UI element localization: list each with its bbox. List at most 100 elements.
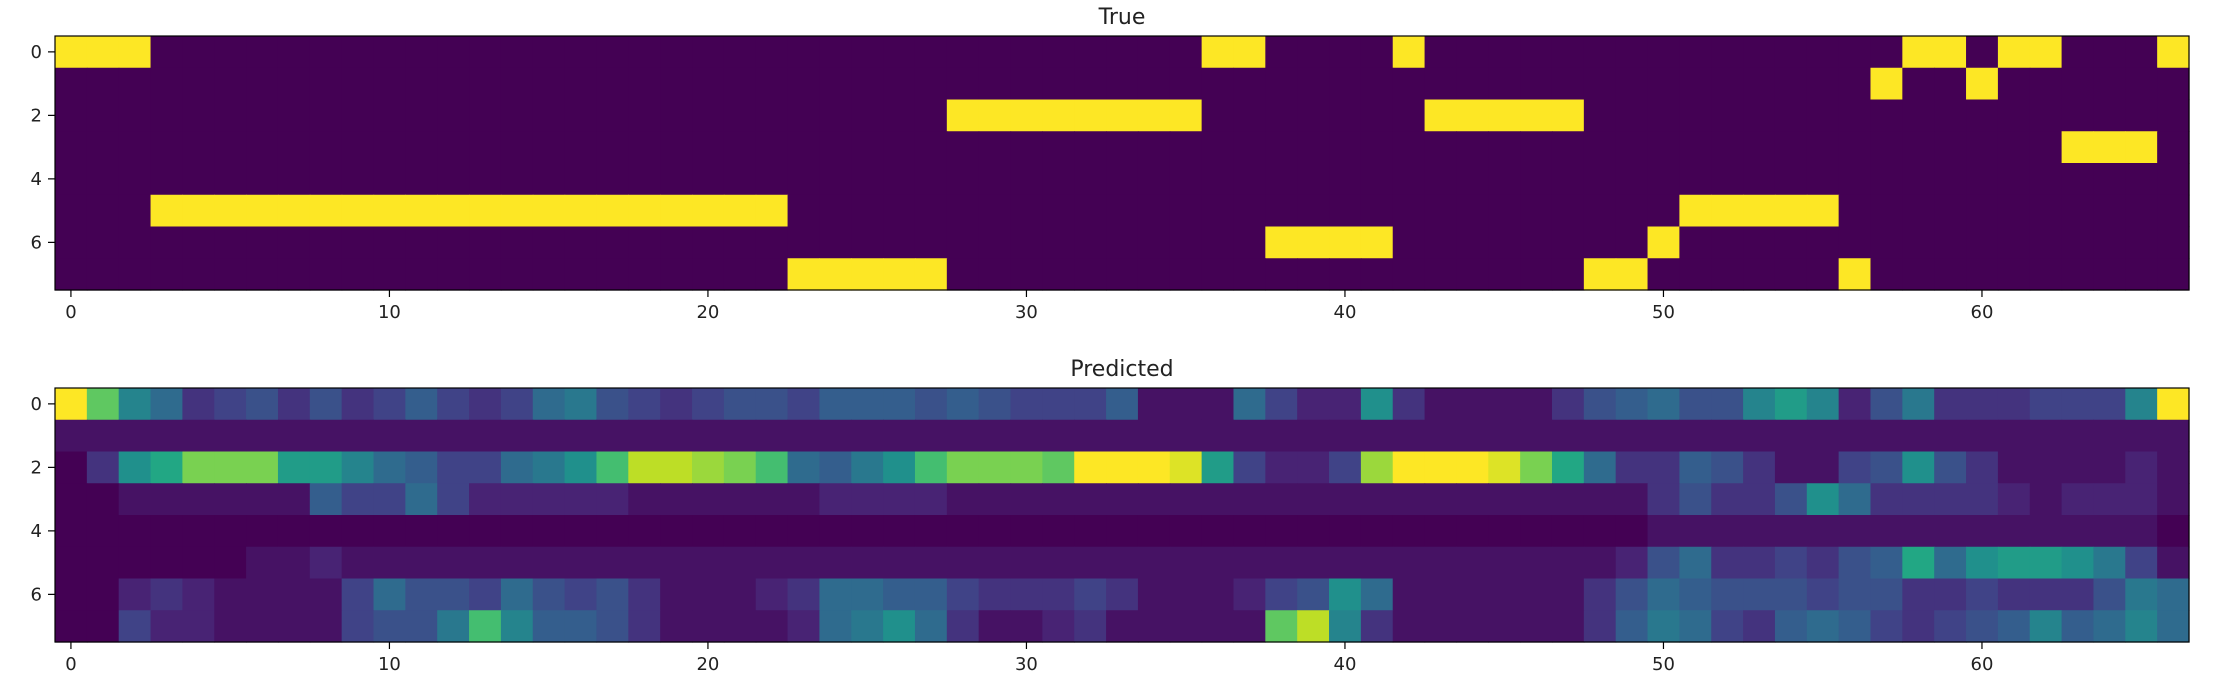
predicted-heatmap-cell	[2157, 546, 2190, 580]
true-heatmap-cell	[469, 131, 502, 164]
true-heatmap-cell	[1169, 258, 1203, 291]
true-x-tick-label: 0	[65, 302, 76, 323]
true-heatmap-cell	[723, 258, 757, 291]
true-heatmap-cell	[723, 67, 757, 101]
true-heatmap-cell	[1456, 163, 1489, 196]
predicted-heatmap-cell	[596, 578, 629, 611]
true-heatmap-cell	[1615, 163, 1649, 196]
predicted-heatmap-cell	[214, 483, 247, 516]
true-heatmap-cell	[1647, 258, 1680, 291]
true-heatmap-cell	[1169, 131, 1203, 164]
true-heatmap-cell	[1074, 67, 1107, 101]
true-heatmap-cell	[182, 226, 215, 259]
predicted-heatmap-cell	[469, 578, 502, 611]
true-heatmap-cell	[214, 67, 247, 101]
predicted-heatmap-cell	[2157, 419, 2190, 453]
true-heatmap-cell	[55, 258, 88, 291]
predicted-heatmap-cell	[1488, 388, 1521, 421]
true-heatmap-cell	[405, 67, 438, 101]
predicted-heatmap-cell	[914, 546, 948, 580]
true-heatmap-cell	[1010, 131, 1043, 164]
true-heatmap-cell	[469, 36, 502, 69]
predicted-heatmap-cell	[1583, 515, 1617, 548]
predicted-heatmap-cell	[914, 610, 948, 643]
predicted-heatmap-cell	[1233, 546, 1266, 580]
true-heatmap-cell	[1551, 226, 1585, 259]
true-heatmap-cell	[883, 131, 916, 164]
predicted-heatmap-cell	[405, 451, 438, 484]
true-heatmap-cell	[851, 36, 884, 69]
true-heatmap-cell	[341, 226, 375, 259]
predicted-heatmap-cell	[532, 419, 566, 453]
true-heatmap-cell	[1806, 67, 1840, 101]
true-heatmap-cell	[628, 131, 661, 164]
predicted-heatmap-cell	[1137, 546, 1171, 580]
predicted-heatmap-cell	[500, 388, 534, 421]
predicted-heatmap-cell	[1106, 546, 1139, 580]
true-y-tick-label: 0	[31, 42, 42, 63]
predicted-heatmap-cell	[1520, 578, 1553, 611]
true-heatmap-cell	[946, 67, 980, 101]
true-heatmap-cell	[1679, 67, 1712, 101]
predicted-heatmap-cell	[1838, 578, 1872, 611]
predicted-heatmap-cell	[883, 451, 916, 484]
predicted-heatmap-cell	[883, 388, 916, 421]
predicted-heatmap-cell	[341, 578, 375, 611]
predicted-heatmap-cell	[787, 610, 821, 643]
true-heatmap-cell	[914, 99, 948, 132]
true-heatmap-cell	[1679, 194, 1712, 228]
predicted-heatmap-cell	[2029, 610, 2063, 643]
predicted-heatmap-cell	[118, 451, 152, 484]
predicted-heatmap-cell	[1870, 546, 1903, 580]
true-heatmap-cell	[596, 99, 629, 132]
predicted-heatmap-cell	[1010, 388, 1043, 421]
true-heatmap-cell	[1934, 194, 1967, 228]
true-heatmap-cell	[914, 194, 948, 228]
true-heatmap-cell	[1010, 258, 1043, 291]
true-heatmap-cell	[819, 67, 852, 101]
true-heatmap-cell	[1743, 36, 1776, 69]
predicted-heatmap-cell	[1424, 515, 1458, 548]
predicted-heatmap-cell	[1297, 483, 1330, 516]
predicted-heatmap-cell	[1074, 388, 1107, 421]
predicted-heatmap-cell	[1966, 388, 1999, 421]
true-heatmap-cell	[277, 226, 311, 259]
true-heatmap-cell	[1711, 99, 1744, 132]
true-heatmap-cell	[500, 226, 534, 259]
true-heatmap-cell	[1997, 226, 2031, 259]
predicted-heatmap-cell	[1743, 388, 1776, 421]
predicted-heatmap-cell	[309, 578, 343, 611]
true-heatmap-cell	[1583, 67, 1617, 101]
predicted-heatmap-cell	[341, 546, 375, 580]
true-heatmap-cell	[2157, 99, 2190, 132]
predicted-heatmap-cell	[1774, 419, 1808, 453]
predicted-heatmap-cell	[532, 610, 566, 643]
predicted-heatmap-cell	[851, 515, 884, 548]
predicted-heatmap-panel: Predicted 0 10 20 30 40 50 60 0 2 4 6	[31, 357, 2190, 675]
true-heatmap-cell	[596, 194, 629, 228]
predicted-heatmap-cell	[755, 578, 789, 611]
true-heatmap-cell	[1265, 258, 1298, 291]
true-heatmap-cell	[182, 163, 215, 196]
true-heatmap-cell	[1424, 258, 1458, 291]
true-heatmap-cell	[1265, 67, 1298, 101]
true-heatmap-cell	[1201, 36, 1235, 69]
predicted-heatmap-cell	[819, 419, 852, 453]
predicted-heatmap-cell	[1966, 483, 1999, 516]
true-heatmap-cell	[1265, 163, 1298, 196]
predicted-heatmap-cell	[1679, 388, 1712, 421]
true-heatmap-cell	[1392, 36, 1426, 69]
predicted-heatmap-cell	[437, 610, 470, 643]
true-heatmap-cell	[1615, 131, 1649, 164]
predicted-heatmap-cell	[914, 451, 948, 484]
predicted-heatmap-cell	[437, 388, 470, 421]
true-heatmap-cell	[1010, 36, 1043, 69]
predicted-heatmap-cell	[1838, 610, 1872, 643]
predicted-y-tick-label: 4	[31, 521, 42, 542]
true-heatmap-cell	[755, 226, 789, 259]
predicted-heatmap-cell	[1265, 546, 1298, 580]
predicted-heatmap-cell	[118, 515, 152, 548]
true-heatmap-cell	[341, 258, 375, 291]
true-heatmap-cell	[1201, 99, 1235, 132]
true-heatmap-cell	[309, 194, 343, 228]
